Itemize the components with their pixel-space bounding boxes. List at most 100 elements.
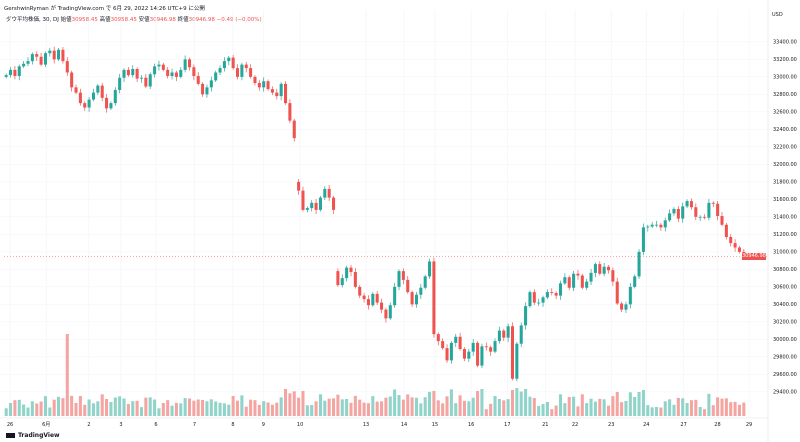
candle-body bbox=[318, 197, 322, 210]
volume-bar bbox=[366, 403, 370, 416]
candle-body bbox=[96, 85, 100, 93]
time-tick-label: 6 bbox=[154, 422, 157, 428]
candle-body bbox=[646, 226, 650, 228]
candle-body bbox=[694, 207, 698, 217]
candle-body bbox=[663, 220, 667, 228]
candle-body bbox=[428, 261, 432, 277]
candle-body bbox=[606, 266, 611, 271]
volume-bar bbox=[672, 404, 676, 416]
candle-body bbox=[100, 85, 104, 98]
candle-body bbox=[249, 68, 253, 77]
volume-bar bbox=[105, 399, 109, 416]
time-tick-label: 16 bbox=[468, 422, 474, 428]
candle-body bbox=[585, 281, 589, 288]
volume-bar bbox=[388, 396, 392, 416]
price-tick-label: 29400.00 bbox=[773, 390, 797, 396]
low-label: 安値 bbox=[138, 17, 150, 23]
candle-body bbox=[654, 224, 659, 226]
candle-body bbox=[615, 281, 619, 304]
candle-body bbox=[620, 303, 624, 310]
volume-bar bbox=[480, 389, 484, 416]
candle-body bbox=[183, 59, 187, 70]
high-label: 高値 bbox=[99, 17, 111, 23]
volume-bar bbox=[663, 401, 667, 416]
volume-bar bbox=[375, 401, 379, 416]
volume-bar bbox=[445, 396, 449, 416]
symbol-name[interactable]: ダウ平均株価, 30, DJ bbox=[6, 17, 59, 23]
price-tick-label: 31000.00 bbox=[773, 250, 797, 256]
volume-bar bbox=[166, 400, 170, 416]
candle-body bbox=[336, 271, 340, 286]
candle-body bbox=[593, 264, 597, 273]
volume-bar bbox=[209, 399, 213, 416]
candle-body bbox=[122, 69, 126, 78]
volume-bar bbox=[589, 398, 593, 416]
volume-bar bbox=[532, 398, 536, 416]
candle-body bbox=[209, 80, 213, 88]
candle-body bbox=[558, 283, 563, 296]
volume-bar bbox=[703, 409, 707, 416]
volume-bar bbox=[371, 396, 375, 416]
volume-bar bbox=[96, 401, 100, 416]
volume-bar bbox=[118, 396, 122, 416]
candle-body bbox=[641, 227, 645, 252]
volume-bar bbox=[349, 402, 353, 416]
candle-body bbox=[292, 120, 296, 139]
candle-body bbox=[545, 292, 549, 298]
candle-body bbox=[733, 243, 737, 248]
volume-bar bbox=[384, 397, 388, 416]
candle-body bbox=[301, 190, 305, 210]
candle-body bbox=[240, 64, 244, 77]
volume-bar bbox=[637, 392, 641, 416]
price-tick-label: 30600.00 bbox=[773, 285, 797, 291]
volume-bar bbox=[131, 401, 135, 416]
volume-bar bbox=[733, 401, 737, 416]
candle-body bbox=[393, 286, 397, 306]
time-axis[interactable]: 26 6月 2 3 6 7 8 9 10 13 14 15 16 17 21 22 23 24 27 28 29 bbox=[7, 422, 752, 428]
candle-body bbox=[83, 103, 87, 108]
time-tick-label: 14 bbox=[401, 422, 407, 428]
volume-bar bbox=[253, 400, 257, 416]
volume-bar bbox=[615, 392, 619, 416]
candle-body bbox=[476, 342, 480, 366]
candle-body bbox=[510, 326, 515, 379]
volume-bar bbox=[196, 399, 200, 416]
volume-bar bbox=[170, 405, 174, 416]
candle-body bbox=[449, 342, 453, 361]
volume-bar bbox=[676, 397, 680, 416]
candle-body bbox=[231, 57, 235, 69]
candle-body bbox=[519, 325, 523, 344]
volume-bar bbox=[109, 402, 113, 416]
volume-bar bbox=[332, 398, 336, 416]
volume-bar bbox=[716, 397, 720, 416]
candle-body bbox=[283, 83, 288, 104]
volume-bar bbox=[576, 406, 580, 416]
price-tick-label: 30800.00 bbox=[773, 267, 797, 273]
open-value: 30958.45 bbox=[71, 17, 98, 23]
volume-bar bbox=[515, 388, 519, 416]
candle-body bbox=[541, 297, 545, 303]
time-tick-label: 26 bbox=[7, 422, 13, 428]
price-tick-label: 32200.00 bbox=[773, 145, 797, 151]
volume-bar bbox=[681, 398, 685, 416]
price-axis[interactable]: 29400.00 29600.00 29800.00 30000.00 30200.00… bbox=[773, 40, 797, 396]
volume-bar bbox=[458, 395, 462, 416]
volume-bar bbox=[310, 405, 314, 416]
tradingview-logo[interactable]: TradingView bbox=[6, 432, 60, 439]
volume-bar bbox=[646, 405, 650, 416]
volume-bar bbox=[641, 390, 645, 416]
candle-body bbox=[144, 77, 148, 87]
volume-bar bbox=[558, 394, 563, 416]
volume-bar bbox=[689, 400, 693, 416]
volume-bar bbox=[157, 408, 161, 416]
candle-body bbox=[196, 76, 200, 84]
candle-body bbox=[257, 83, 261, 88]
candle-body bbox=[105, 97, 109, 109]
candle-body bbox=[218, 68, 222, 73]
volume-bar bbox=[510, 390, 515, 416]
volume-bar bbox=[227, 404, 231, 416]
time-tick-label: 13 bbox=[363, 422, 369, 428]
price-tick-label: 29800.00 bbox=[773, 355, 797, 361]
candle-body bbox=[17, 66, 21, 76]
